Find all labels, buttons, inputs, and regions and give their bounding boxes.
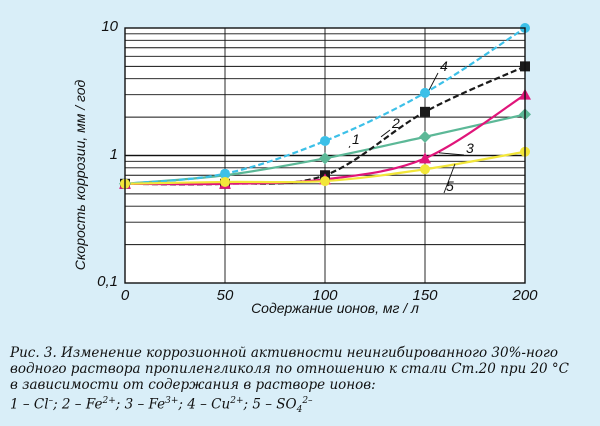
legend-ion-1-charge: – — [48, 396, 54, 406]
x-tick-label-50: 50 — [216, 287, 234, 304]
x-tick-label-150: 150 — [412, 287, 438, 304]
data-point-series-3-3 — [419, 152, 431, 164]
data-point-series-5-1 — [220, 176, 230, 187]
legend-ion-3-charge: 3+ — [165, 396, 179, 406]
legend-ion-1: 1 – Cl — [10, 396, 49, 413]
series-label-leader-2 — [380, 129, 391, 138]
series-label-leader-4 — [428, 72, 439, 91]
legend-ion-2-charge: 2+ — [102, 396, 116, 406]
series-label-leader-3 — [438, 152, 465, 156]
data-point-series-4-1 — [220, 168, 230, 179]
caption-line-1: Рис. 3. Изменение коррозионной активност… — [10, 345, 558, 361]
series-label-4: 4 — [440, 58, 448, 74]
legend-ion-5-index: 4 — [296, 405, 303, 416]
data-point-series-1-3 — [419, 130, 431, 143]
series-label-1: 1 — [352, 131, 360, 147]
series-label-leader-1 — [348, 145, 351, 148]
x-tick-label-200: 200 — [512, 287, 538, 304]
caption-line-3: в зависимости от содержания в растворе и… — [10, 377, 376, 393]
data-point-series-4-2 — [320, 135, 330, 146]
legend-ion-5: ; 5 – SO — [243, 396, 297, 413]
data-point-series-5-3 — [420, 164, 430, 175]
data-point-series-5-2 — [320, 176, 330, 187]
x-tick-label-0: 0 — [120, 287, 130, 304]
figure-caption: Рис. 3. Изменение коррозионной активност… — [10, 345, 595, 418]
legend-ion-5-charge: 2– — [302, 396, 313, 406]
x-tick-label-100: 100 — [312, 287, 338, 304]
data-point-series-4-3 — [420, 87, 430, 98]
series-label-3: 3 — [466, 140, 474, 156]
y-tick-label-0-1: 0,1 — [97, 273, 118, 290]
y-axis-label: Скорость коррозии, мм / год — [72, 79, 88, 271]
plot-area-border — [124, 27, 526, 284]
chart-plot: 1 2 3 4 5 — [119, 23, 531, 284]
caption-line-2: водного раствора пропиленгликоля по отно… — [10, 361, 569, 377]
series-line-4 — [124, 27, 526, 185]
series-number-labels: 1 2 3 4 5 — [348, 58, 474, 194]
legend-ion-4-charge: 2+ — [230, 396, 244, 406]
series-label-5: 5 — [446, 178, 454, 194]
series-label-leader-5 — [443, 163, 456, 194]
legend-ion-3: ; 3 – Fe — [115, 396, 166, 413]
legend-ion-2: ; 2 – Fe — [53, 396, 103, 413]
series-label-2: 2 — [391, 115, 400, 131]
data-point-series-1-2 — [319, 152, 331, 165]
y-tick-label-10: 10 — [101, 18, 118, 35]
data-point-series-2-3 — [420, 106, 430, 117]
legend-ion-4: ; 4 – Cu — [178, 396, 231, 413]
x-axis-label: Содержание ионов, мг / л — [251, 300, 419, 316]
caption-legend-line: 1 – Cl–; 2 – Fe2+; 3 – Fe3+; 4 – Cu2+; 5… — [10, 393, 595, 418]
y-tick-label-1: 1 — [109, 146, 118, 163]
